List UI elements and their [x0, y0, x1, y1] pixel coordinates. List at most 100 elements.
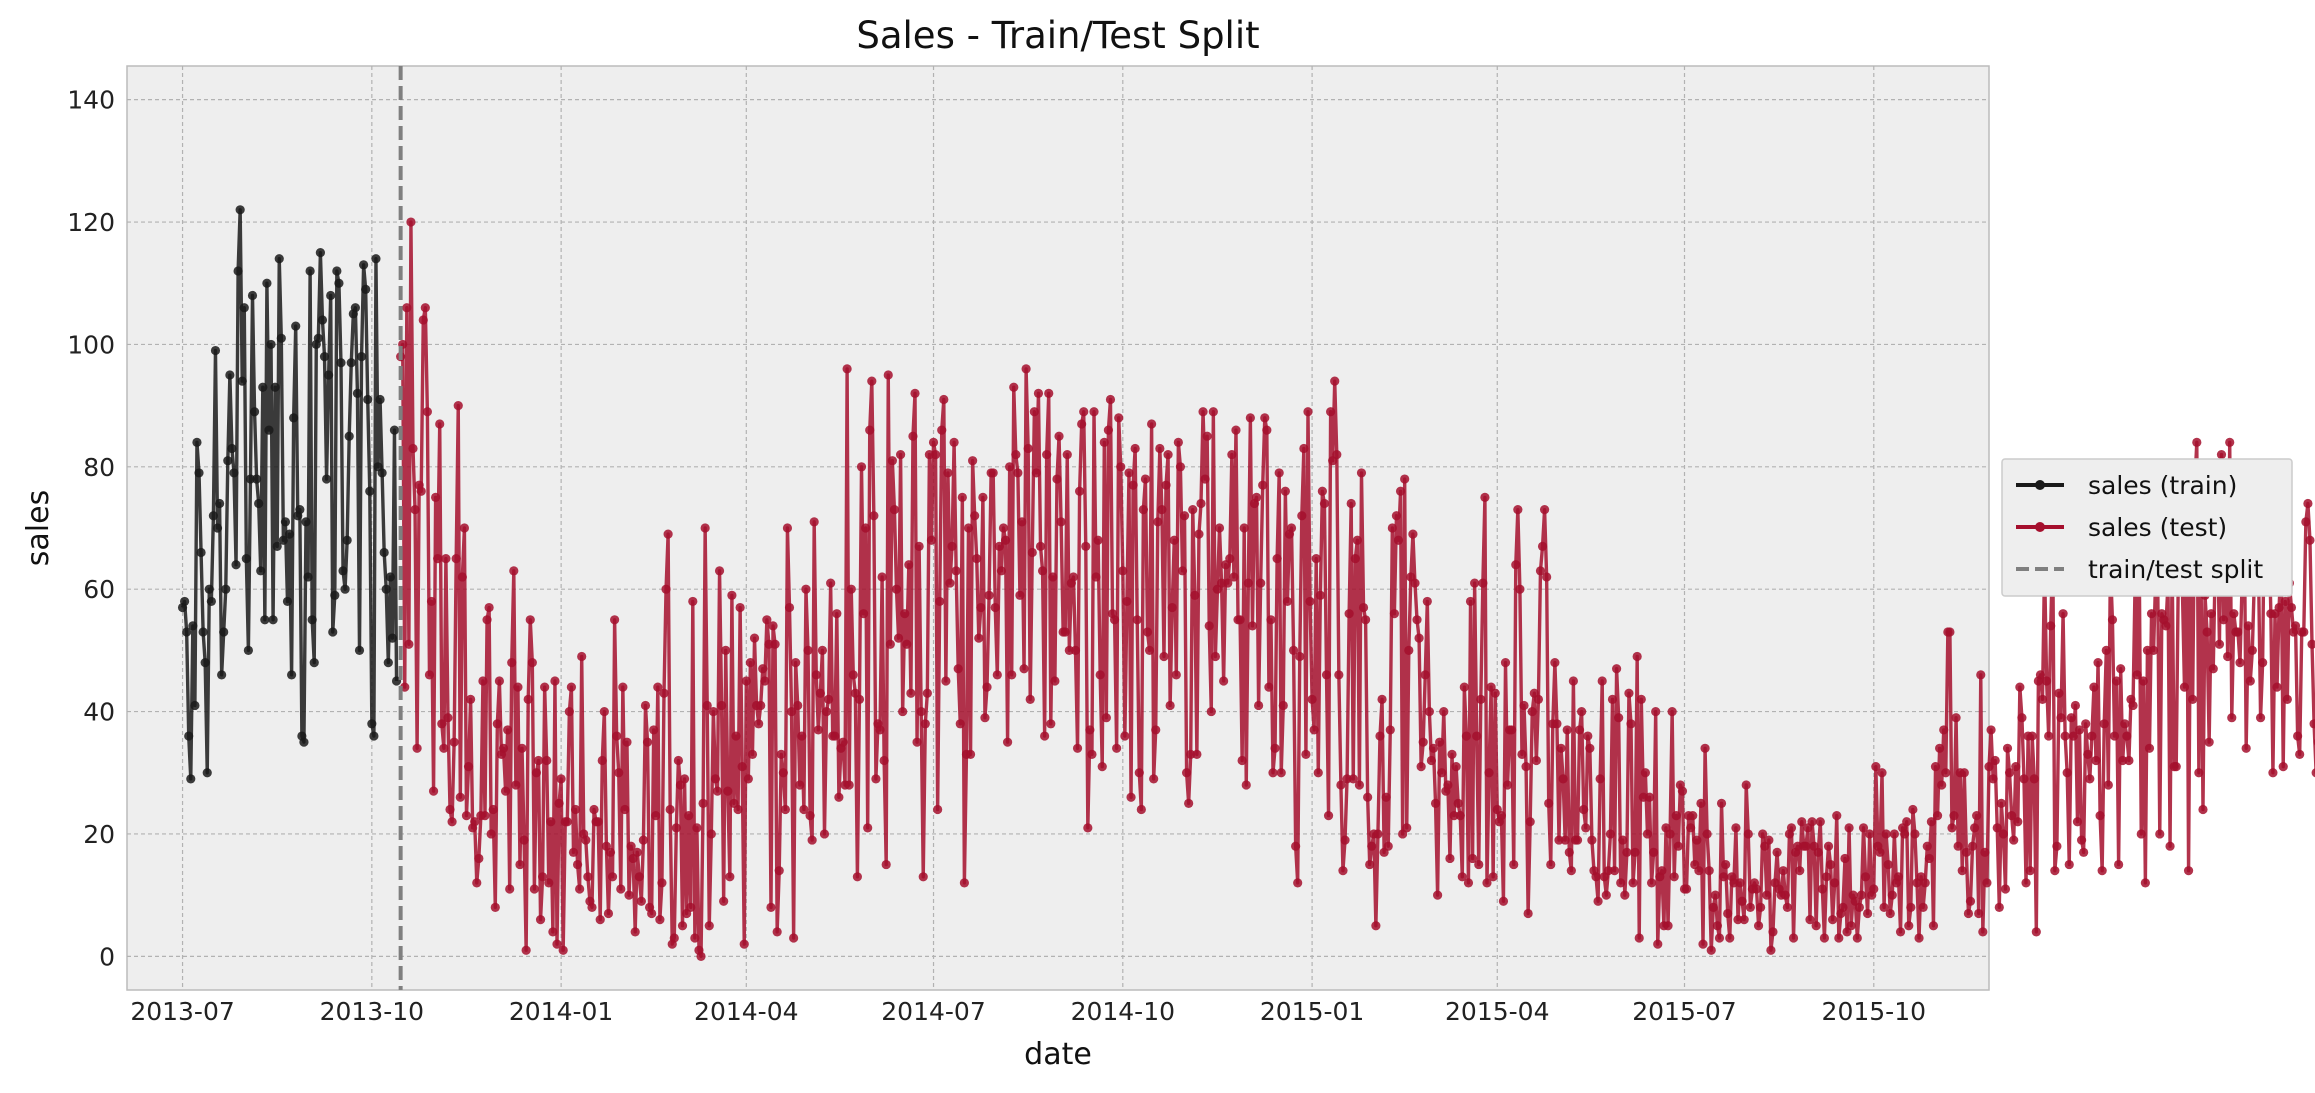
data-point-test — [636, 896, 646, 906]
data-point-test — [529, 884, 539, 894]
data-point-train — [303, 572, 313, 582]
data-point-test — [1173, 437, 1183, 447]
data-point-train — [235, 205, 245, 215]
data-point-test — [1877, 768, 1887, 778]
data-point-test — [1924, 853, 1934, 864]
data-point-test — [482, 615, 492, 625]
data-point-test — [505, 884, 515, 894]
data-point-test — [1007, 670, 1017, 680]
data-point-test — [1583, 731, 1593, 741]
data-point-test — [1472, 731, 1482, 741]
data-point-test — [1157, 505, 1167, 515]
data-point-test — [1644, 792, 1655, 802]
data-point-test — [1883, 859, 1893, 870]
data-point-test — [2214, 639, 2225, 649]
legend-item-test: sales (test) — [2016, 513, 2227, 542]
data-point-test — [1081, 541, 1091, 551]
data-point-test — [2116, 664, 2126, 674]
data-point-train — [291, 321, 301, 331]
data-point-test — [976, 602, 986, 613]
data-point-test — [1947, 823, 1957, 833]
data-point-test — [813, 725, 823, 735]
data-point-test — [1311, 554, 1321, 564]
data-point-test — [550, 676, 560, 686]
data-point-test — [426, 596, 437, 607]
data-point-test — [1801, 841, 1811, 851]
data-point-test — [1614, 713, 1624, 723]
data-point-test — [1579, 804, 1589, 815]
data-point-test — [1920, 878, 1930, 888]
data-point-test — [418, 315, 428, 325]
data-point-test — [1653, 939, 1663, 949]
data-point-train — [330, 590, 340, 600]
data-point-test — [2025, 866, 2035, 876]
data-point-test — [2081, 719, 2091, 729]
data-point-train — [340, 584, 350, 594]
data-point-test — [1418, 737, 1428, 747]
data-point-test — [1412, 615, 1422, 625]
data-point-test — [577, 651, 587, 662]
data-point-test — [865, 425, 875, 435]
data-point-train — [276, 333, 286, 343]
data-point-test — [599, 706, 609, 717]
data-point-test — [830, 731, 840, 741]
data-point-test — [1597, 676, 1607, 686]
data-point-train — [354, 645, 365, 655]
data-point-test — [1420, 670, 1430, 680]
data-point-test — [665, 804, 675, 815]
y-tick-label: 0 — [99, 942, 115, 971]
data-point-test — [1527, 706, 1537, 717]
data-point-test — [2241, 743, 2251, 753]
data-point-test — [1513, 505, 1523, 515]
data-point-test — [447, 817, 457, 827]
data-point-test — [1961, 847, 1971, 857]
data-point-test — [2311, 768, 2315, 778]
data-point-test — [725, 872, 735, 882]
data-point-test — [525, 615, 535, 625]
data-point-test — [717, 700, 727, 711]
data-point-test — [1159, 651, 1169, 662]
data-point-test — [1365, 859, 1375, 870]
y-gridlines — [127, 99, 1989, 957]
y-tick-label: 40 — [83, 698, 115, 727]
data-point-test — [1323, 811, 1334, 821]
data-point-test — [2089, 682, 2099, 692]
data-point-test — [1241, 780, 1251, 790]
data-point-test — [1922, 841, 1932, 851]
data-point-test — [2206, 609, 2216, 619]
data-point-test — [965, 749, 976, 760]
data-point-test — [1832, 811, 1842, 821]
data-point-test — [712, 786, 723, 796]
data-point-test — [1712, 921, 1723, 931]
data-point-test — [2208, 664, 2218, 674]
data-point-test — [1906, 902, 1916, 912]
data-point-test — [1179, 511, 1190, 521]
data-point-test — [1101, 713, 1111, 723]
data-point-test — [721, 645, 731, 655]
data-point-test — [1184, 798, 1194, 808]
data-point-test — [428, 786, 439, 796]
data-point-test — [1885, 908, 1895, 919]
data-point-test — [992, 670, 1002, 680]
data-point-test — [1963, 908, 1974, 919]
data-point-test — [2064, 859, 2074, 870]
data-point-test — [435, 419, 445, 429]
data-point-test — [723, 786, 733, 796]
data-point-test — [1706, 945, 1716, 955]
data-point-test — [815, 688, 825, 698]
data-point-test — [1002, 737, 1013, 747]
data-point-test — [2091, 755, 2101, 766]
data-point-test — [2204, 737, 2214, 747]
data-point-test — [1723, 908, 1733, 919]
data-point-test — [1797, 817, 1807, 827]
data-point-test — [867, 376, 877, 386]
data-point-test — [610, 615, 620, 625]
x-tick-label: 2014-07 — [881, 997, 985, 1026]
data-point-test — [1937, 780, 1947, 790]
data-point-test — [1821, 872, 1832, 882]
data-point-test — [2085, 774, 2095, 784]
data-point-test — [692, 823, 702, 833]
data-point-test — [1622, 847, 1632, 857]
data-point-test — [1126, 792, 1136, 802]
data-point-test — [2155, 829, 2165, 839]
